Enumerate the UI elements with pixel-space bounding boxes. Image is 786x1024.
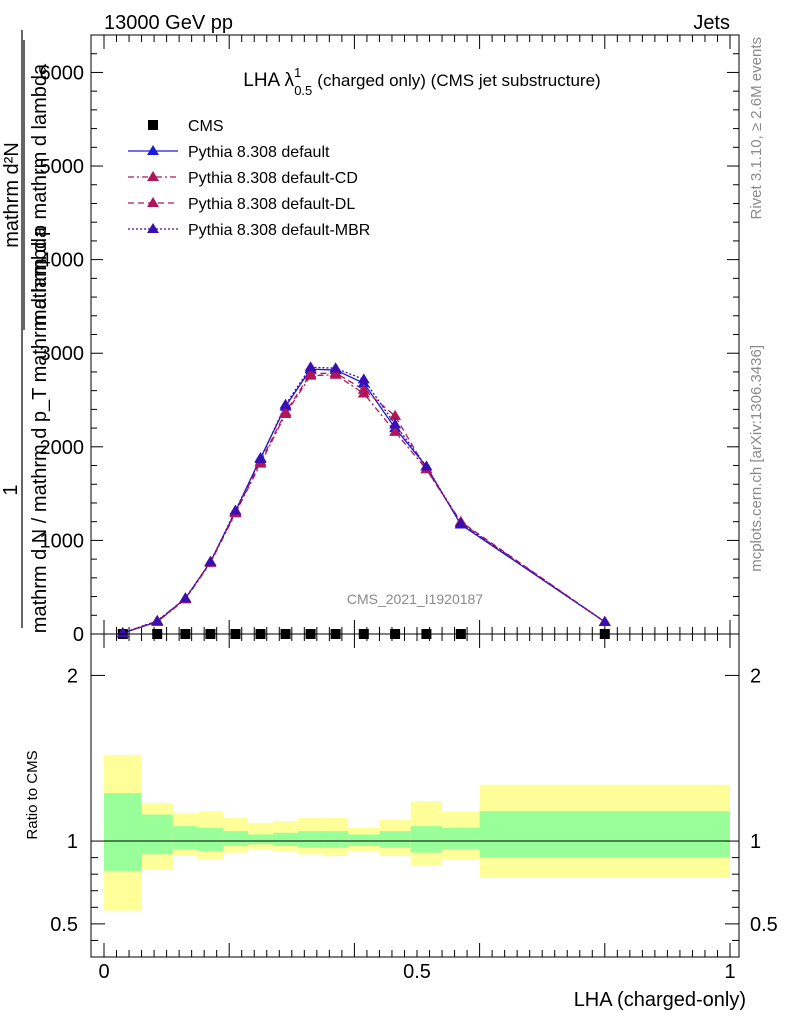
legend-marker — [147, 223, 159, 233]
series-marker-3 — [304, 367, 317, 378]
mcplots-label: mcplots.cern.ch [arXiv:1306.3436] — [748, 345, 765, 572]
series-marker-4 — [304, 361, 317, 372]
legend-label: Pythia 8.308 default-DL — [188, 196, 355, 213]
main-title-main: LHA λ — [243, 70, 294, 91]
series-line-4 — [122, 366, 606, 634]
series-line-3 — [122, 372, 606, 634]
ratio-band-inner — [172, 826, 198, 850]
ratio-band-inner — [141, 814, 173, 855]
ratio-band-inner — [410, 826, 443, 853]
series-marker-4 — [229, 504, 242, 515]
ratio-y-tick-label: 0.5 — [50, 914, 78, 936]
header-left: 13000 GeV pp — [104, 12, 233, 34]
series-marker-3 — [357, 383, 370, 394]
series-marker-4 — [454, 517, 467, 528]
ratio-band-inner — [298, 831, 324, 848]
main-y-tick-label: 2000 — [40, 437, 85, 459]
series-marker-4 — [179, 592, 192, 603]
main-ylabel-top-denominator: mathrm d p mathrm d lambda — [29, 63, 51, 326]
series-marker-2 — [389, 425, 402, 436]
series-marker-4 — [116, 627, 129, 638]
series-marker-4 — [389, 418, 402, 429]
ratio-band-inner — [247, 834, 274, 845]
ratio-y-tick-label-right: 1 — [750, 831, 761, 853]
ratio-band-inner — [379, 831, 411, 848]
series-marker-4 — [254, 452, 267, 463]
main-title-rest: (charged only) (CMS jet substructure) — [317, 71, 600, 90]
header-right: Jets — [693, 12, 730, 34]
series-marker-4 — [598, 615, 611, 626]
ratio-y-tick-label: 1 — [67, 831, 78, 853]
ratio-bands — [104, 754, 730, 911]
series-marker-4 — [151, 614, 164, 625]
main-y-tick-label: 3000 — [40, 343, 85, 365]
watermark: CMS_2021_I1920187 — [347, 591, 483, 607]
series-marker-4 — [420, 460, 433, 471]
ratio-band-inner — [197, 827, 223, 851]
legend-marker — [147, 171, 159, 181]
ratio-band-inner — [323, 831, 349, 848]
legend-label: CMS — [188, 118, 224, 135]
main-title: LHA λ1 0.5 (charged only) (CMS jet substru… — [243, 65, 600, 98]
series-marker-4 — [357, 373, 370, 384]
x-axis-label: LHA (charged-only) — [574, 989, 746, 1011]
legend-label: Pythia 8.308 default-MBR — [188, 222, 370, 239]
x-tick-label: 1 — [724, 961, 735, 983]
legend-label: Pythia 8.308 default — [188, 144, 330, 161]
ratio-panel: 0.5 0.51 12 2 0 0.5 1 Ratio to CMS LHA (charg… — [24, 633, 778, 1011]
ratio-y-ticks: 0.5 0.5 1 1 2 2 — [50, 665, 778, 941]
series-line-2 — [122, 374, 606, 634]
main-y-tick-label: 1000 — [40, 530, 85, 552]
main-y-tick-label: 5000 — [40, 156, 85, 178]
ratio-band-inner — [104, 793, 142, 871]
legend: CMS Pythia 8.308 default Pythia 8.308 defa… — [128, 118, 370, 239]
main-ylabel-numerator: 1 — [0, 484, 22, 495]
main-title-sup: 1 — [294, 65, 301, 80]
ratio-ylabel: Ratio to CMS — [24, 750, 41, 839]
ratio-y-tick-label-right: 2 — [750, 665, 761, 687]
legend-marker-cms — [148, 120, 158, 130]
main-y-ticks: 0 1000 2000 3000 4000 5000 6000 — [40, 34, 739, 646]
series-marker-4 — [204, 555, 217, 566]
ratio-band-inner — [348, 834, 380, 847]
series-marker-3 — [389, 409, 402, 420]
main-ylabel-top-numerator: mathrm d²N — [1, 142, 23, 248]
legend-marker — [147, 145, 159, 155]
x-tick-label: 0.5 — [403, 961, 431, 983]
series-marker-4 — [329, 362, 342, 373]
ratio-band-inner — [442, 827, 480, 850]
main-ylabel-denominator: mathrm d N / mathrm d p_T mathrm d lambd… — [29, 226, 51, 633]
ratio-band-inner — [273, 832, 299, 847]
rivet-label: Rivet 3.1.10, ≥ 2.6M events — [748, 37, 765, 220]
x-tick-label: 0 — [98, 961, 109, 983]
main-series-lines — [122, 366, 606, 634]
main-y-tick-label: 6000 — [40, 62, 85, 84]
ratio-x-ticks: 0 0.5 1 — [98, 634, 736, 983]
main-y-tick-label: 0 — [73, 624, 84, 646]
ratio-y-tick-label: 2 — [67, 665, 78, 687]
main-y-tick-label: 4000 — [40, 250, 85, 272]
main-ylabel: 1 mathrm d N / mathrm d p_T mathrm d lam… — [0, 30, 51, 633]
series-marker-3 — [279, 406, 292, 417]
ratio-band-inner — [222, 831, 248, 847]
ratio-y-tick-label-right: 0.5 — [750, 914, 778, 936]
main-title-sub: 0.5 — [294, 83, 312, 98]
legend-marker — [147, 197, 159, 207]
ratio-frame — [90, 633, 740, 958]
ratio-band-inner — [479, 811, 730, 858]
legend-label: Pythia 8.308 default-CD — [188, 170, 358, 187]
series-marker-4 — [279, 398, 292, 409]
